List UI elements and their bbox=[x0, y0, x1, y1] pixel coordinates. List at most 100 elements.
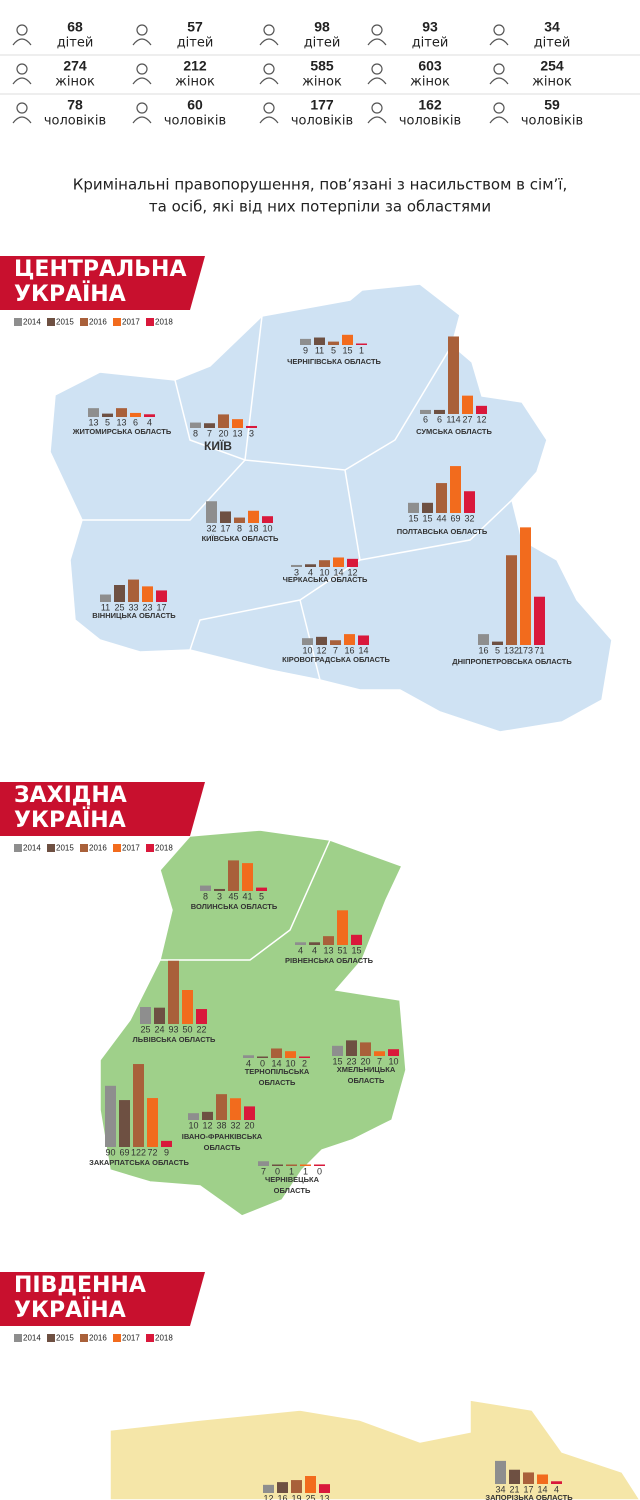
bar-value: 27 bbox=[462, 414, 472, 424]
bar-value: 51 bbox=[337, 945, 347, 955]
bar-value: 6 bbox=[133, 417, 138, 427]
legend-label: 2018 bbox=[155, 844, 173, 853]
stat-label: жінок bbox=[410, 75, 450, 90]
region-name: ЗАПОРІЗЬКА ОБЛАСТЬ bbox=[485, 1493, 573, 1500]
bar-value: 10 bbox=[285, 1058, 295, 1068]
person-icon bbox=[16, 63, 28, 75]
map-southern bbox=[109, 1399, 640, 1500]
bar bbox=[291, 564, 302, 567]
stat-number: 68 bbox=[67, 19, 83, 35]
bar bbox=[342, 334, 353, 345]
bar bbox=[244, 1106, 255, 1120]
section-heading: УКРАЇНА bbox=[14, 1297, 126, 1323]
stat-number: 98 bbox=[314, 19, 330, 35]
region-name: ПОЛТАВСЬКА ОБЛАСТЬ bbox=[397, 527, 488, 536]
bar bbox=[300, 1164, 311, 1166]
bar bbox=[262, 516, 273, 523]
bar-value: 14 bbox=[537, 1484, 547, 1494]
bar bbox=[346, 1040, 357, 1056]
bar bbox=[228, 860, 239, 891]
bar-value: 114 bbox=[446, 414, 460, 424]
bar bbox=[478, 634, 489, 645]
bar bbox=[114, 585, 125, 602]
bar bbox=[182, 990, 193, 1024]
legend-swatch bbox=[14, 1334, 22, 1342]
region-name: ДНІПРОПЕТРОВСЬКА ОБЛАСТЬ bbox=[452, 657, 572, 666]
bar-value: 20 bbox=[360, 1056, 370, 1066]
bar-value: 8 bbox=[203, 891, 208, 901]
legend-swatch bbox=[146, 318, 154, 326]
bar-value: 14 bbox=[333, 567, 343, 577]
bar bbox=[256, 887, 267, 891]
bar-value: 13 bbox=[232, 428, 242, 438]
bar bbox=[300, 338, 311, 345]
bar bbox=[464, 491, 475, 513]
bar-value: 18 bbox=[248, 523, 258, 533]
person-icon bbox=[16, 24, 28, 36]
bar-value: 32 bbox=[464, 513, 474, 523]
bar bbox=[248, 510, 259, 523]
bar-value: 5 bbox=[105, 417, 110, 427]
bar bbox=[220, 511, 231, 523]
bar bbox=[196, 1009, 207, 1024]
bar-value: 34 bbox=[495, 1484, 505, 1494]
legend-swatch bbox=[47, 844, 55, 852]
stat-number: 34 bbox=[544, 19, 560, 35]
legend-label: 2016 bbox=[89, 844, 107, 853]
bar-value: 50 bbox=[182, 1024, 192, 1034]
person-icon bbox=[132, 116, 152, 124]
legend-label: 2018 bbox=[155, 318, 173, 327]
bar-value: 25 bbox=[305, 1493, 315, 1500]
bar bbox=[214, 888, 225, 891]
region-name: ЛЬВІВСЬКА ОБЛАСТЬ bbox=[133, 1035, 217, 1044]
region-name: КИЇВ bbox=[204, 438, 232, 453]
person-icon bbox=[136, 63, 148, 75]
bar bbox=[142, 586, 153, 602]
bar bbox=[314, 337, 325, 345]
bar-value: 7 bbox=[333, 645, 338, 655]
legend-label: 2014 bbox=[23, 318, 41, 327]
bar-value: 7 bbox=[207, 428, 212, 438]
region-name: ОБЛАСТЬ bbox=[274, 1186, 311, 1195]
bar bbox=[316, 636, 327, 645]
bar bbox=[202, 1111, 213, 1120]
bar bbox=[448, 336, 459, 414]
bar-value: 69 bbox=[119, 1147, 129, 1157]
bar bbox=[476, 405, 487, 414]
bar-value: 4 bbox=[246, 1058, 251, 1068]
region-name: ОБЛАСТЬ bbox=[348, 1076, 385, 1085]
person-icon bbox=[136, 102, 148, 114]
region-name: ХМЕЛЬНИЦЬКА bbox=[337, 1065, 396, 1074]
bar bbox=[314, 1164, 325, 1166]
bar bbox=[144, 414, 155, 417]
bar bbox=[242, 863, 253, 891]
bar bbox=[156, 590, 167, 602]
bar-value: 1 bbox=[359, 345, 364, 355]
bar-value: 13 bbox=[319, 1493, 329, 1500]
bar-value: 0 bbox=[317, 1166, 322, 1176]
legend-label: 2016 bbox=[89, 318, 107, 327]
bar-value: 11 bbox=[315, 345, 324, 355]
bar-value: 15 bbox=[342, 345, 352, 355]
bar-value: 6 bbox=[423, 414, 428, 424]
legend-swatch bbox=[14, 318, 22, 326]
legend-label: 2014 bbox=[23, 844, 41, 853]
stat-label: дітей bbox=[412, 36, 449, 51]
bar bbox=[305, 1476, 316, 1493]
bar bbox=[130, 412, 141, 417]
region-name: ЧЕРНІГІВСЬКА ОБЛАСТЬ bbox=[287, 357, 381, 366]
bar bbox=[119, 1100, 130, 1147]
bar bbox=[277, 1482, 288, 1493]
stat-number: 60 bbox=[187, 97, 203, 113]
bar-value: 5 bbox=[331, 345, 336, 355]
bar bbox=[285, 1051, 296, 1058]
legend-swatch bbox=[80, 318, 88, 326]
stat-number: 603 bbox=[418, 58, 442, 74]
bar-value: 20 bbox=[218, 428, 228, 438]
bar bbox=[305, 564, 316, 567]
stat-label: чоловіків bbox=[291, 114, 353, 129]
legend-swatch bbox=[113, 1334, 121, 1342]
stat-number: 585 bbox=[310, 58, 334, 74]
bar bbox=[509, 1469, 520, 1484]
